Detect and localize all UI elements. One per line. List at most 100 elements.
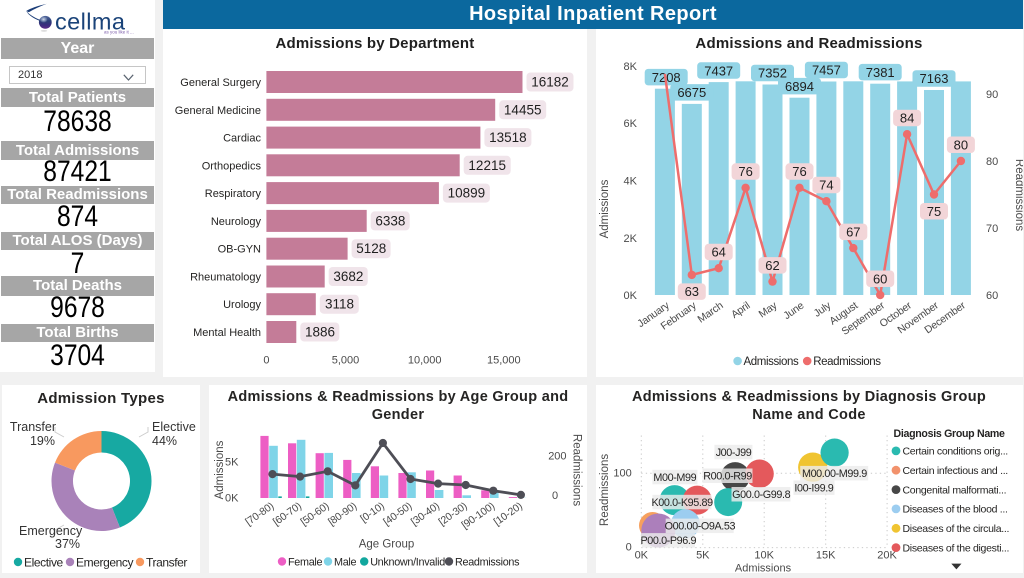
svg-text:5,000: 5,000: [332, 355, 360, 367]
svg-text:Admissions by Department: Admissions by Department: [275, 35, 474, 52]
svg-text:Admission Types: Admission Types: [37, 390, 165, 407]
svg-text:6338: 6338: [375, 213, 405, 228]
svg-text:0K: 0K: [225, 493, 239, 505]
svg-text:6675: 6675: [677, 85, 706, 100]
svg-text:Diseases of the digesti...: Diseases of the digesti...: [903, 542, 1010, 554]
svg-text:K00.0-K95.89: K00.0-K95.89: [651, 497, 713, 509]
svg-text:14455: 14455: [504, 102, 542, 117]
svg-text:60: 60: [986, 290, 998, 302]
svg-text:2K: 2K: [624, 233, 638, 245]
svg-text:Rheumatology: Rheumatology: [190, 272, 261, 284]
svg-text:Admissions: Admissions: [735, 563, 792, 574]
svg-text:Admissions: Admissions: [214, 440, 226, 499]
svg-text:Readmissions: Readmissions: [813, 356, 881, 368]
svg-text:Male: Male: [334, 557, 356, 569]
svg-text:0K: 0K: [635, 550, 649, 562]
svg-text:Certain conditions orig...: Certain conditions orig...: [903, 446, 1008, 458]
svg-text:Emergency: Emergency: [76, 556, 133, 570]
svg-text:Age Group: Age Group: [359, 539, 415, 551]
svg-text:64: 64: [711, 245, 725, 260]
svg-text:OB-GYN: OB-GYN: [218, 244, 261, 256]
svg-text:Readmissions: Readmissions: [455, 557, 520, 569]
svg-text:0K: 0K: [624, 290, 638, 302]
svg-text:as you like it ...: as you like it ...: [104, 30, 134, 35]
svg-text:Diagnosis Group Name: Diagnosis Group Name: [894, 428, 1006, 440]
svg-text:General Surgery: General Surgery: [180, 77, 261, 89]
svg-text:Certain infectious and ...: Certain infectious and ...: [903, 465, 1008, 477]
svg-text:Elective: Elective: [152, 420, 196, 434]
svg-text:7437: 7437: [704, 63, 733, 78]
svg-text:16182: 16182: [531, 75, 569, 90]
svg-text:Respiratory: Respiratory: [205, 188, 262, 200]
svg-text:75: 75: [927, 204, 941, 219]
svg-text:5K: 5K: [696, 550, 710, 562]
svg-text:[70-80): [70-80): [243, 500, 276, 528]
svg-text:Admissions: Admissions: [599, 179, 611, 238]
svg-text:0: 0: [626, 542, 632, 554]
svg-text:5K: 5K: [225, 457, 239, 469]
svg-text:80: 80: [954, 137, 968, 152]
svg-text:15K: 15K: [816, 550, 836, 562]
svg-text:44%: 44%: [152, 434, 177, 448]
svg-text:Urology: Urology: [223, 299, 261, 311]
svg-text:6K: 6K: [624, 118, 638, 130]
svg-text:7457: 7457: [812, 63, 841, 78]
svg-text:P00.0-P96.9: P00.0-P96.9: [640, 535, 696, 547]
svg-text:7163: 7163: [920, 71, 949, 86]
svg-text:I00-I99.9: I00-I99.9: [794, 483, 833, 495]
svg-text:Readmissions: Readmissions: [1013, 159, 1023, 231]
svg-text:[80-90): [80-90): [326, 500, 359, 528]
svg-text:[30-40): [30-40): [409, 500, 442, 528]
svg-text:80: 80: [986, 156, 998, 168]
svg-text:10K: 10K: [754, 550, 774, 562]
svg-text:O00.00-O9A.53: O00.00-O9A.53: [665, 521, 736, 533]
svg-text:M00-M99: M00-M99: [653, 472, 696, 484]
svg-text:M00.00-M99.9: M00.00-M99.9: [802, 468, 867, 480]
svg-text:General Medicine: General Medicine: [175, 105, 261, 117]
svg-text:Diseases of the circula...: Diseases of the circula...: [903, 523, 1010, 535]
svg-text:1886: 1886: [305, 325, 335, 340]
svg-text:Neurology: Neurology: [211, 216, 262, 228]
svg-text:Transfer: Transfer: [10, 420, 56, 434]
svg-text:Diseases of the blood ...: Diseases of the blood ...: [903, 504, 1008, 516]
svg-text:3118: 3118: [325, 297, 354, 312]
svg-text:G00.0-G99.8: G00.0-G99.8: [732, 489, 790, 501]
svg-text:May: May: [757, 299, 780, 320]
svg-text:[60-70): [60-70): [271, 500, 304, 528]
svg-text:15,000: 15,000: [487, 355, 521, 367]
svg-text:90: 90: [986, 89, 998, 101]
svg-text:Admissions: Admissions: [744, 356, 799, 368]
svg-text:37%: 37%: [55, 537, 80, 551]
svg-text:10899: 10899: [448, 186, 486, 201]
svg-text:Cardiac: Cardiac: [223, 133, 261, 145]
svg-text:Readmissions: Readmissions: [571, 434, 583, 506]
svg-text:Admissions and Readmissions: Admissions and Readmissions: [695, 35, 922, 52]
svg-text:[50-60): [50-60): [298, 500, 331, 528]
svg-text:March: March: [695, 299, 725, 325]
svg-text:Female: Female: [288, 557, 322, 569]
svg-text:0: 0: [263, 355, 269, 367]
svg-text:Elective: Elective: [24, 556, 64, 570]
svg-text:76: 76: [738, 164, 752, 179]
svg-text:74: 74: [819, 178, 833, 193]
svg-text:13518: 13518: [489, 130, 527, 145]
svg-text:Emergency: Emergency: [19, 524, 83, 538]
svg-text:June: June: [781, 299, 806, 322]
svg-text:10,000: 10,000: [408, 355, 442, 367]
svg-text:70: 70: [986, 223, 998, 235]
svg-text:Gender: Gender: [372, 407, 425, 423]
svg-text:April: April: [729, 300, 752, 321]
svg-text:Orthopedics: Orthopedics: [202, 160, 262, 172]
svg-text:8K: 8K: [624, 61, 638, 73]
svg-text:3682: 3682: [333, 269, 363, 284]
svg-text:Readmissions: Readmissions: [599, 454, 611, 526]
svg-text:Mental Health: Mental Health: [193, 327, 261, 339]
svg-text:J00-J99: J00-J99: [716, 447, 752, 459]
svg-text:63: 63: [685, 284, 699, 299]
svg-text:Transfer: Transfer: [146, 556, 187, 570]
svg-text:5128: 5128: [356, 241, 386, 256]
svg-text:62: 62: [765, 258, 779, 273]
svg-text:67: 67: [846, 224, 860, 239]
svg-text:Congenital malformati...: Congenital malformati...: [903, 484, 1007, 496]
svg-text:76: 76: [792, 164, 806, 179]
